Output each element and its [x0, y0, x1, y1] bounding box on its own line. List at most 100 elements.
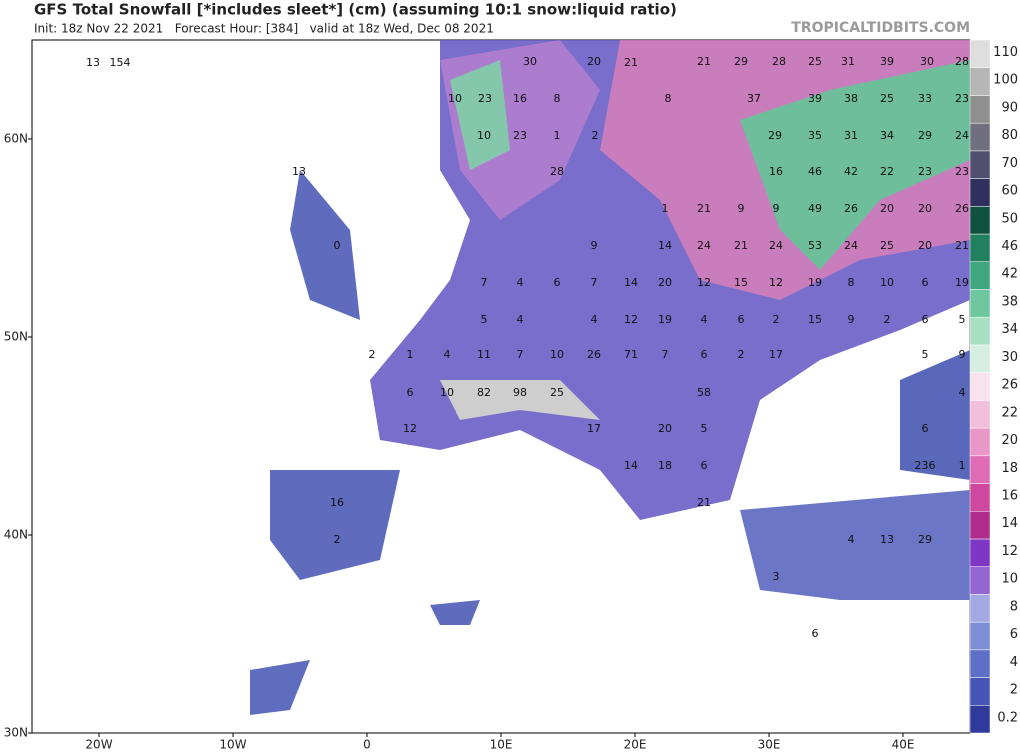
- snow-total-label: 15: [734, 276, 748, 289]
- snow-total-label: 30: [523, 55, 537, 68]
- snow-total-label: 10: [550, 348, 564, 361]
- snow-total-label: 38: [844, 92, 858, 105]
- snow-total-label: 31: [841, 55, 855, 68]
- colorbar-bin: [969, 261, 991, 290]
- snow-total-label: 58: [697, 386, 711, 399]
- snow-total-label: 42: [844, 165, 858, 178]
- snow-total-label: 13: [880, 533, 894, 546]
- y-tick-label: 30N: [4, 726, 28, 740]
- colorbar-bin: [969, 67, 991, 96]
- snow-total-label: 26: [955, 202, 969, 215]
- snow-total-label: 19: [955, 276, 969, 289]
- snow-total-label: 5: [922, 348, 929, 361]
- x-tick-label: 10W: [219, 738, 246, 752]
- snow-total-label: 39: [808, 92, 822, 105]
- snow-total-label: 12: [403, 422, 417, 435]
- snow-total-label: 9: [848, 313, 855, 326]
- snow-total-label: 33: [918, 92, 932, 105]
- title: GFS Total Snowfall [*includes sleet*] (c…: [34, 1, 677, 19]
- snow-total-label: 20: [587, 55, 601, 68]
- colorbar-label: 0.2: [997, 710, 1018, 725]
- snow-total-label: 35: [808, 129, 822, 142]
- x-tick-label: 20W: [85, 738, 112, 752]
- colorbar-label: 4: [1010, 655, 1018, 670]
- colorbar-label: 16: [1001, 488, 1018, 503]
- snow-total-label: 23: [918, 165, 932, 178]
- snow-total-label: 37: [747, 92, 761, 105]
- colorbar-label: 90: [1001, 100, 1018, 115]
- snow-total-label: 26: [844, 202, 858, 215]
- snow-total-label: 4: [517, 313, 524, 326]
- snow-total-label: 25: [550, 386, 564, 399]
- x-tick-label: 20E: [624, 738, 647, 752]
- colorbar-label: 110: [993, 45, 1018, 60]
- colorbar-bin: [969, 483, 991, 512]
- snow-total-label: 1: [662, 202, 669, 215]
- snow-total-label: 2: [592, 129, 599, 142]
- colorbar: 0.22468101214161820222630343842465060708…: [969, 39, 1018, 734]
- snow-total-label: 28: [550, 165, 564, 178]
- snow-total-label: 20: [880, 202, 894, 215]
- snow-total-label: 18: [658, 459, 672, 472]
- snow-total-label: 154: [110, 56, 131, 69]
- colorbar-label: 50: [1001, 211, 1018, 226]
- y-tick-label: 60N: [4, 132, 28, 146]
- snow-total-label: 4: [591, 313, 598, 326]
- colorbar-bin: [969, 510, 991, 540]
- snow-total-label: 6: [738, 313, 745, 326]
- snow-total-label: 16: [769, 165, 783, 178]
- y-tick-label: 40N: [4, 528, 28, 542]
- snow-total-label: 7: [481, 276, 488, 289]
- colorbar-bin: [969, 289, 991, 318]
- snow-total-label: 6: [701, 459, 708, 472]
- colorbar-label: 80: [1001, 128, 1018, 143]
- snow-total-label: 21: [697, 496, 711, 509]
- colorbar-bin: [969, 206, 991, 235]
- colorbar-label: 34: [1001, 322, 1018, 337]
- snow-total-label: 21: [624, 56, 638, 69]
- snow-total-label: 1: [959, 459, 966, 472]
- colorbar-label: 70: [1001, 156, 1018, 171]
- snow-total-label: 20: [658, 422, 672, 435]
- snow-total-label: 10: [448, 92, 462, 105]
- snow-total-label: 13: [86, 56, 100, 69]
- colorbar-label: 14: [1001, 516, 1018, 531]
- colorbar-bin: [969, 594, 991, 623]
- snow-total-label: 26: [587, 348, 601, 361]
- snow-total-label: 4: [517, 276, 524, 289]
- snow-total-label: 12: [624, 313, 638, 326]
- snow-total-label: 21: [955, 239, 969, 252]
- axis-ticks: 20W 10W 0 10E 20E 30E 40E 30N 40N 50N 60N: [4, 132, 915, 752]
- x-tick-label: 0: [363, 738, 371, 752]
- colorbar-bin: [969, 122, 991, 152]
- colorbar-bin: [969, 455, 991, 484]
- snow-total-label: 21: [697, 202, 711, 215]
- snow-shading: [250, 40, 970, 715]
- snow-total-label: 7: [517, 348, 524, 361]
- snow-total-label: 5: [959, 313, 966, 326]
- colorbar-bin: [969, 316, 991, 346]
- snow-total-label: 98: [513, 386, 527, 399]
- colorbar-bin: [969, 427, 991, 457]
- watermark: TROPICALTIDBITS.COM: [791, 20, 970, 36]
- colorbar-bin: [969, 372, 991, 401]
- colorbar-label: 2: [1010, 683, 1018, 698]
- snow-total-label: 17: [769, 348, 783, 361]
- colorbar-label: 30: [1001, 350, 1018, 365]
- x-tick-label: 30E: [758, 738, 781, 752]
- colorbar-label: 6: [1010, 627, 1018, 642]
- y-tick-label: 50N: [4, 330, 28, 344]
- snow-total-label: 1: [407, 348, 414, 361]
- snow-total-label: 16: [513, 92, 527, 105]
- colorbar-label: 100: [993, 73, 1018, 88]
- snow-total-label: 24: [955, 129, 969, 142]
- snow-total-label: 21: [697, 55, 711, 68]
- snow-total-label: 24: [844, 239, 858, 252]
- snow-total-label: 46: [808, 165, 822, 178]
- snow-total-label: 15: [808, 313, 822, 326]
- snow-total-label: 10: [440, 386, 454, 399]
- snow-total-label: 6: [922, 422, 929, 435]
- colorbar-label: 12: [1001, 544, 1018, 559]
- snow-total-label: 5: [481, 313, 488, 326]
- colorbar-bin: [969, 538, 991, 567]
